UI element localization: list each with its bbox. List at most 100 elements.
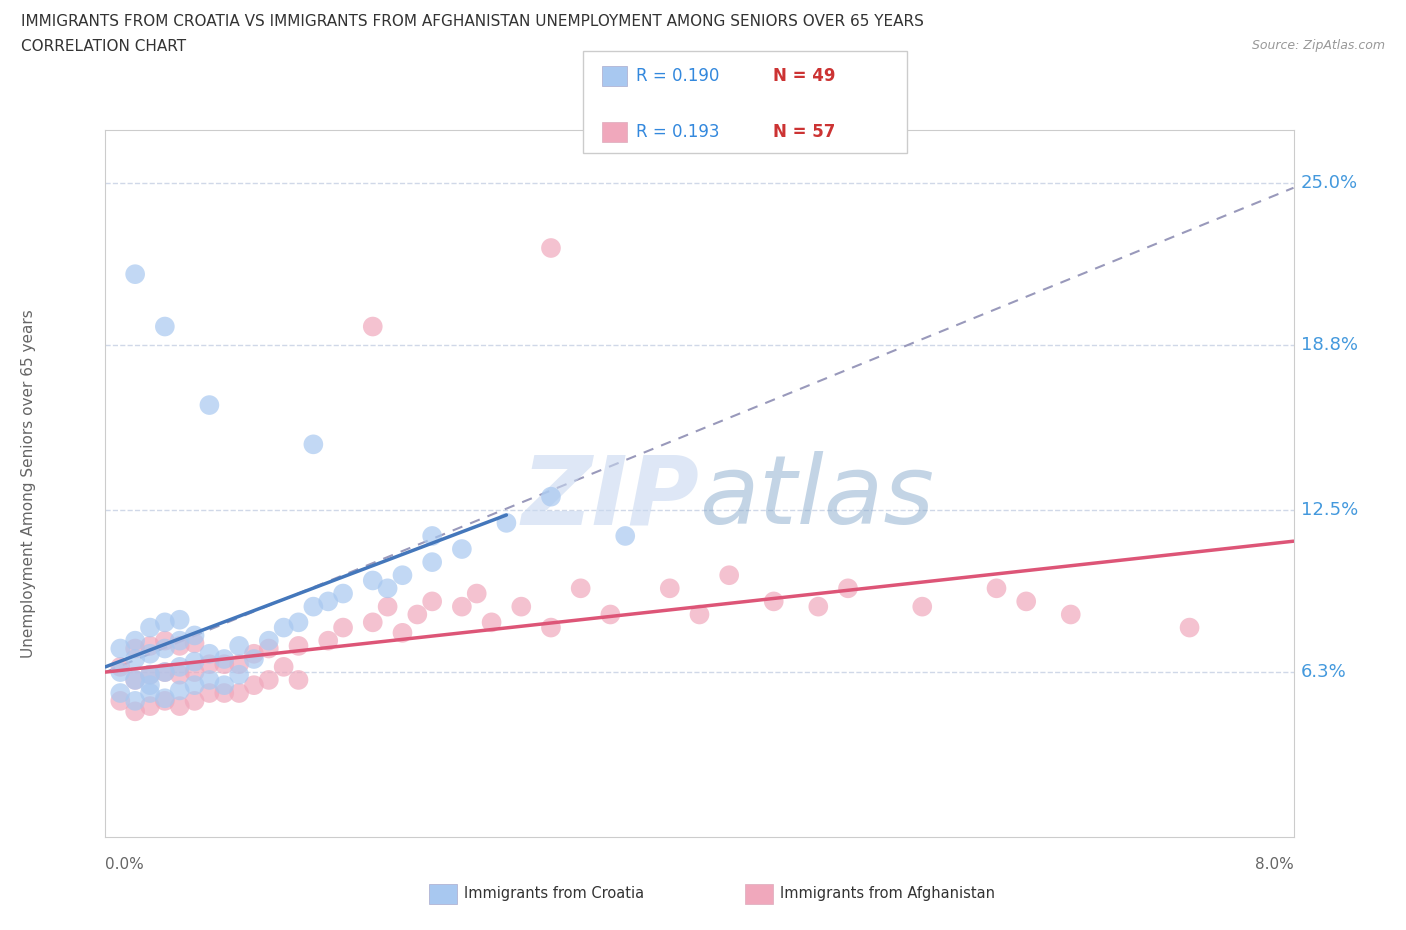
Point [183, 636, 205, 651]
Point [198, 646, 221, 661]
Point [153, 615, 176, 630]
Point [183, 654, 205, 669]
Point [110, 641, 132, 656]
Point [257, 641, 280, 656]
Point [302, 599, 325, 614]
Point [139, 678, 162, 693]
Text: Immigrants from Croatia: Immigrants from Croatia [464, 886, 644, 901]
Point [287, 639, 309, 654]
Point [169, 698, 191, 713]
Point [1015, 594, 1038, 609]
Point [214, 685, 236, 700]
Point [599, 607, 621, 622]
Point [911, 599, 934, 614]
Point [510, 599, 533, 614]
Point [361, 615, 384, 630]
Point [361, 319, 384, 334]
Point [302, 437, 325, 452]
Point [169, 667, 191, 682]
Point [257, 672, 280, 687]
Point [153, 694, 176, 709]
Point [406, 607, 429, 622]
Point [1178, 620, 1201, 635]
Point [169, 633, 191, 648]
Text: ZIP: ZIP [522, 451, 700, 544]
Point [228, 639, 250, 654]
Point [153, 633, 176, 648]
Point [153, 665, 176, 680]
Point [214, 652, 236, 667]
Point [837, 581, 859, 596]
Point [273, 659, 295, 674]
Point [183, 694, 205, 709]
Point [183, 628, 205, 643]
Point [569, 581, 592, 596]
Point [153, 319, 176, 334]
Point [124, 633, 146, 648]
Point [214, 678, 236, 693]
Point [124, 704, 146, 719]
Text: 18.8%: 18.8% [1301, 336, 1358, 353]
Text: 8.0%: 8.0% [1254, 857, 1294, 872]
Point [273, 620, 295, 635]
Point [614, 528, 637, 543]
Point [228, 685, 250, 700]
Point [139, 639, 162, 654]
Point [124, 652, 146, 667]
Point [169, 639, 191, 654]
Point [110, 665, 132, 680]
Point [169, 683, 191, 698]
Text: 0.0%: 0.0% [105, 857, 145, 872]
Point [361, 573, 384, 588]
Point [391, 625, 413, 640]
Point [153, 641, 176, 656]
Point [495, 515, 517, 530]
Text: N = 57: N = 57 [773, 123, 835, 141]
Point [689, 607, 711, 622]
Point [243, 646, 266, 661]
Point [198, 672, 221, 687]
Point [718, 568, 741, 583]
Text: Unemployment Among Seniors over 65 years: Unemployment Among Seniors over 65 years [21, 309, 35, 658]
Point [540, 241, 562, 256]
Point [139, 620, 162, 635]
Point [243, 652, 266, 667]
Point [807, 599, 830, 614]
Point [124, 672, 146, 687]
Point [169, 612, 191, 627]
Point [198, 685, 221, 700]
Point [124, 694, 146, 709]
Point [124, 267, 146, 282]
Point [124, 672, 146, 687]
Point [139, 667, 162, 682]
Point [139, 667, 162, 682]
Point [139, 646, 162, 661]
Text: atlas: atlas [700, 451, 935, 544]
Point [332, 586, 354, 601]
Text: Immigrants from Afghanistan: Immigrants from Afghanistan [780, 886, 995, 901]
Point [183, 665, 205, 680]
Point [110, 659, 132, 674]
Point [450, 599, 472, 614]
Point [391, 568, 413, 583]
Point [420, 554, 443, 569]
Point [1060, 607, 1083, 622]
Point [658, 581, 681, 596]
Point [183, 678, 205, 693]
Point [481, 615, 503, 630]
Point [465, 586, 488, 601]
Point [110, 694, 132, 709]
Text: 12.5%: 12.5% [1301, 500, 1358, 519]
Point [377, 599, 399, 614]
Text: R = 0.193: R = 0.193 [636, 123, 718, 141]
Point [287, 615, 309, 630]
Text: 6.3%: 6.3% [1301, 663, 1347, 681]
Point [228, 657, 250, 671]
Point [420, 594, 443, 609]
Point [214, 657, 236, 671]
Text: N = 49: N = 49 [773, 67, 835, 86]
Point [540, 620, 562, 635]
Text: R = 0.190: R = 0.190 [636, 67, 718, 86]
Point [153, 665, 176, 680]
Point [124, 641, 146, 656]
